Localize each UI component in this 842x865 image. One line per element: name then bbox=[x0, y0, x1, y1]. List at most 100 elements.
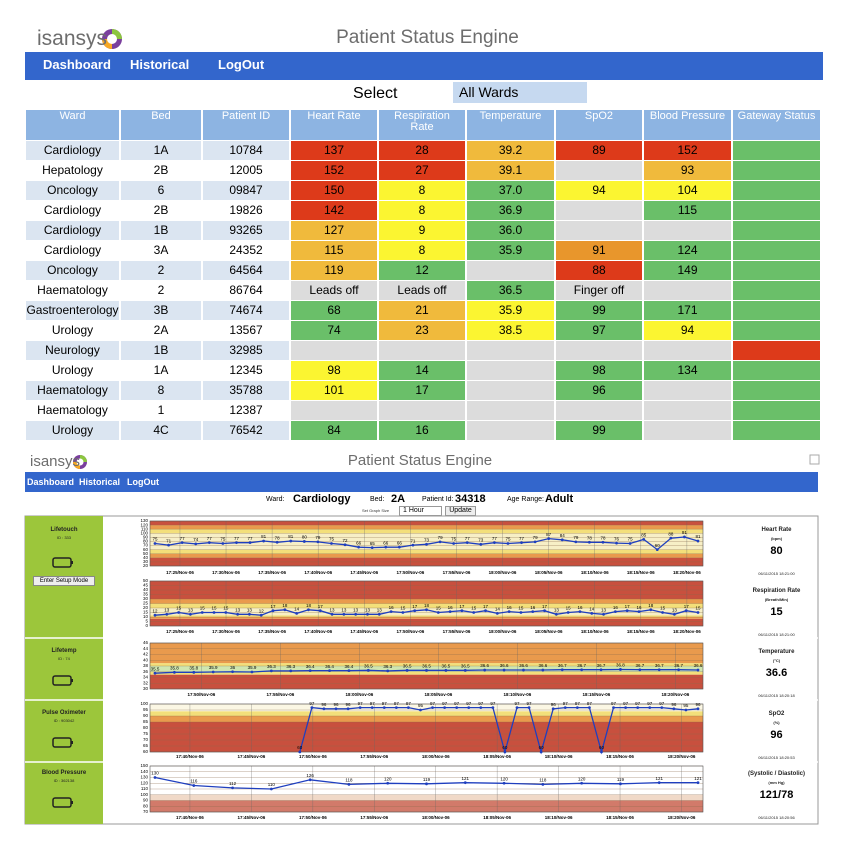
status-cell: 14 bbox=[379, 361, 465, 380]
data-point bbox=[177, 611, 181, 614]
data-point bbox=[310, 706, 314, 709]
data-label: 121 bbox=[694, 776, 702, 781]
status-cell: 16 bbox=[379, 421, 465, 440]
status-cell bbox=[556, 201, 642, 220]
data-label: 14 bbox=[495, 607, 501, 612]
data-point bbox=[467, 706, 471, 709]
nav-bar bbox=[25, 472, 818, 492]
data-point bbox=[370, 546, 374, 549]
x-tick-label: 17:45/Nov-06 bbox=[350, 629, 378, 634]
data-point bbox=[527, 706, 531, 709]
data-point bbox=[615, 541, 618, 545]
data-point bbox=[343, 543, 347, 547]
data-label: 85 bbox=[641, 533, 647, 538]
data-point bbox=[366, 668, 370, 672]
reading-time: 06/11/2015 18:20:53 bbox=[758, 755, 795, 760]
nav-link[interactable]: LogOut bbox=[127, 477, 159, 487]
ward-dropdown[interactable]: All Wards bbox=[453, 82, 587, 103]
data-point bbox=[401, 611, 405, 614]
data-point bbox=[172, 670, 176, 674]
data-label: 35.8 bbox=[189, 666, 198, 671]
x-tick-label: 18:20/Nov-06 bbox=[673, 629, 701, 634]
threshold-band bbox=[150, 663, 703, 666]
data-point bbox=[283, 608, 287, 612]
status-cell: 38.5 bbox=[467, 321, 554, 340]
table-cell: 12387 bbox=[203, 401, 289, 420]
status-cell: 152 bbox=[644, 141, 731, 160]
y-tick-label: 120 bbox=[140, 780, 148, 785]
x-tick-label: 17:45/Nov-06 bbox=[238, 754, 266, 759]
threshold-band bbox=[150, 671, 703, 675]
nav-link[interactable]: LogOut bbox=[218, 57, 265, 72]
field-label: Ward: bbox=[266, 496, 285, 503]
reading-time: 06/11/2015 18:20:18 bbox=[758, 693, 795, 698]
status-cell bbox=[733, 221, 820, 240]
data-point bbox=[515, 706, 519, 709]
data-label: 18 bbox=[282, 603, 288, 608]
data-label: 78 bbox=[600, 535, 606, 540]
y-tick-label: 130 bbox=[140, 775, 148, 780]
data-label: 126 bbox=[306, 773, 314, 778]
y-tick-label: 40 bbox=[143, 587, 149, 592]
data-label: 78 bbox=[587, 535, 593, 540]
setup-button[interactable]: Enter Setup Mode bbox=[33, 576, 95, 586]
y-tick-label: 44 bbox=[143, 646, 149, 651]
data-label: 35.9 bbox=[248, 665, 257, 670]
table-cell: 1A bbox=[121, 141, 201, 160]
status-cell: 8 bbox=[379, 241, 465, 260]
status-cell: 98 bbox=[291, 361, 377, 380]
data-label: 75 bbox=[152, 537, 158, 542]
update-button[interactable]: Update bbox=[445, 506, 476, 516]
table-cell: Neurology bbox=[26, 341, 119, 360]
status-cell: 37.0 bbox=[467, 181, 554, 200]
data-point bbox=[502, 781, 506, 785]
nav-link[interactable]: Historical bbox=[79, 477, 121, 487]
y-tick-label: 42 bbox=[143, 652, 149, 657]
data-label: 97 bbox=[647, 701, 653, 706]
reading-name: Heart Rate bbox=[761, 527, 792, 533]
status-cell: 101 bbox=[291, 381, 377, 400]
status-cell bbox=[733, 341, 820, 360]
data-label: 36.6 bbox=[519, 663, 528, 668]
nav-link[interactable]: Dashboard bbox=[27, 477, 75, 487]
status-cell: 35.9 bbox=[467, 241, 554, 260]
column-header: Ward bbox=[26, 110, 119, 140]
status-cell: 127 bbox=[291, 221, 377, 240]
data-point bbox=[438, 540, 442, 544]
data-point bbox=[539, 750, 543, 754]
data-label: 79 bbox=[438, 535, 444, 540]
data-label: 75 bbox=[329, 537, 335, 542]
data-point bbox=[394, 706, 398, 709]
series-line bbox=[299, 706, 699, 755]
reading-name: Temperature bbox=[758, 649, 795, 655]
y-tick-label: 60 bbox=[143, 547, 149, 552]
data-point bbox=[342, 612, 346, 616]
data-point bbox=[386, 669, 390, 673]
graph-size-select[interactable]: 1 Hour bbox=[399, 506, 442, 516]
data-label: 79 bbox=[533, 535, 539, 540]
status-cell bbox=[733, 161, 820, 180]
data-point bbox=[347, 669, 351, 672]
status-cell: 12 bbox=[379, 261, 465, 280]
table-cell: 09847 bbox=[203, 181, 289, 200]
data-label: 77 bbox=[180, 536, 186, 541]
y-tick-label: 70 bbox=[143, 737, 149, 742]
data-point bbox=[554, 612, 558, 616]
nav-link[interactable]: Dashboard bbox=[43, 57, 111, 72]
data-label: 97 bbox=[454, 701, 460, 706]
data-point bbox=[180, 541, 184, 545]
data-point bbox=[366, 612, 369, 616]
data-point bbox=[625, 609, 629, 613]
data-point bbox=[452, 542, 456, 545]
nav-link[interactable]: Historical bbox=[130, 57, 190, 72]
data-point bbox=[600, 750, 603, 754]
table-cell: Gastroenterology bbox=[26, 301, 119, 320]
x-tick-label: 17:50/Nov-06 bbox=[396, 629, 424, 634]
table-cell: 12005 bbox=[203, 161, 289, 180]
logo-icon bbox=[73, 29, 122, 469]
nav-bar bbox=[25, 52, 823, 80]
data-label: 78 bbox=[275, 535, 281, 540]
data-point bbox=[531, 610, 535, 613]
y-tick-label: 34 bbox=[143, 675, 149, 680]
data-label: 18 bbox=[648, 603, 654, 608]
